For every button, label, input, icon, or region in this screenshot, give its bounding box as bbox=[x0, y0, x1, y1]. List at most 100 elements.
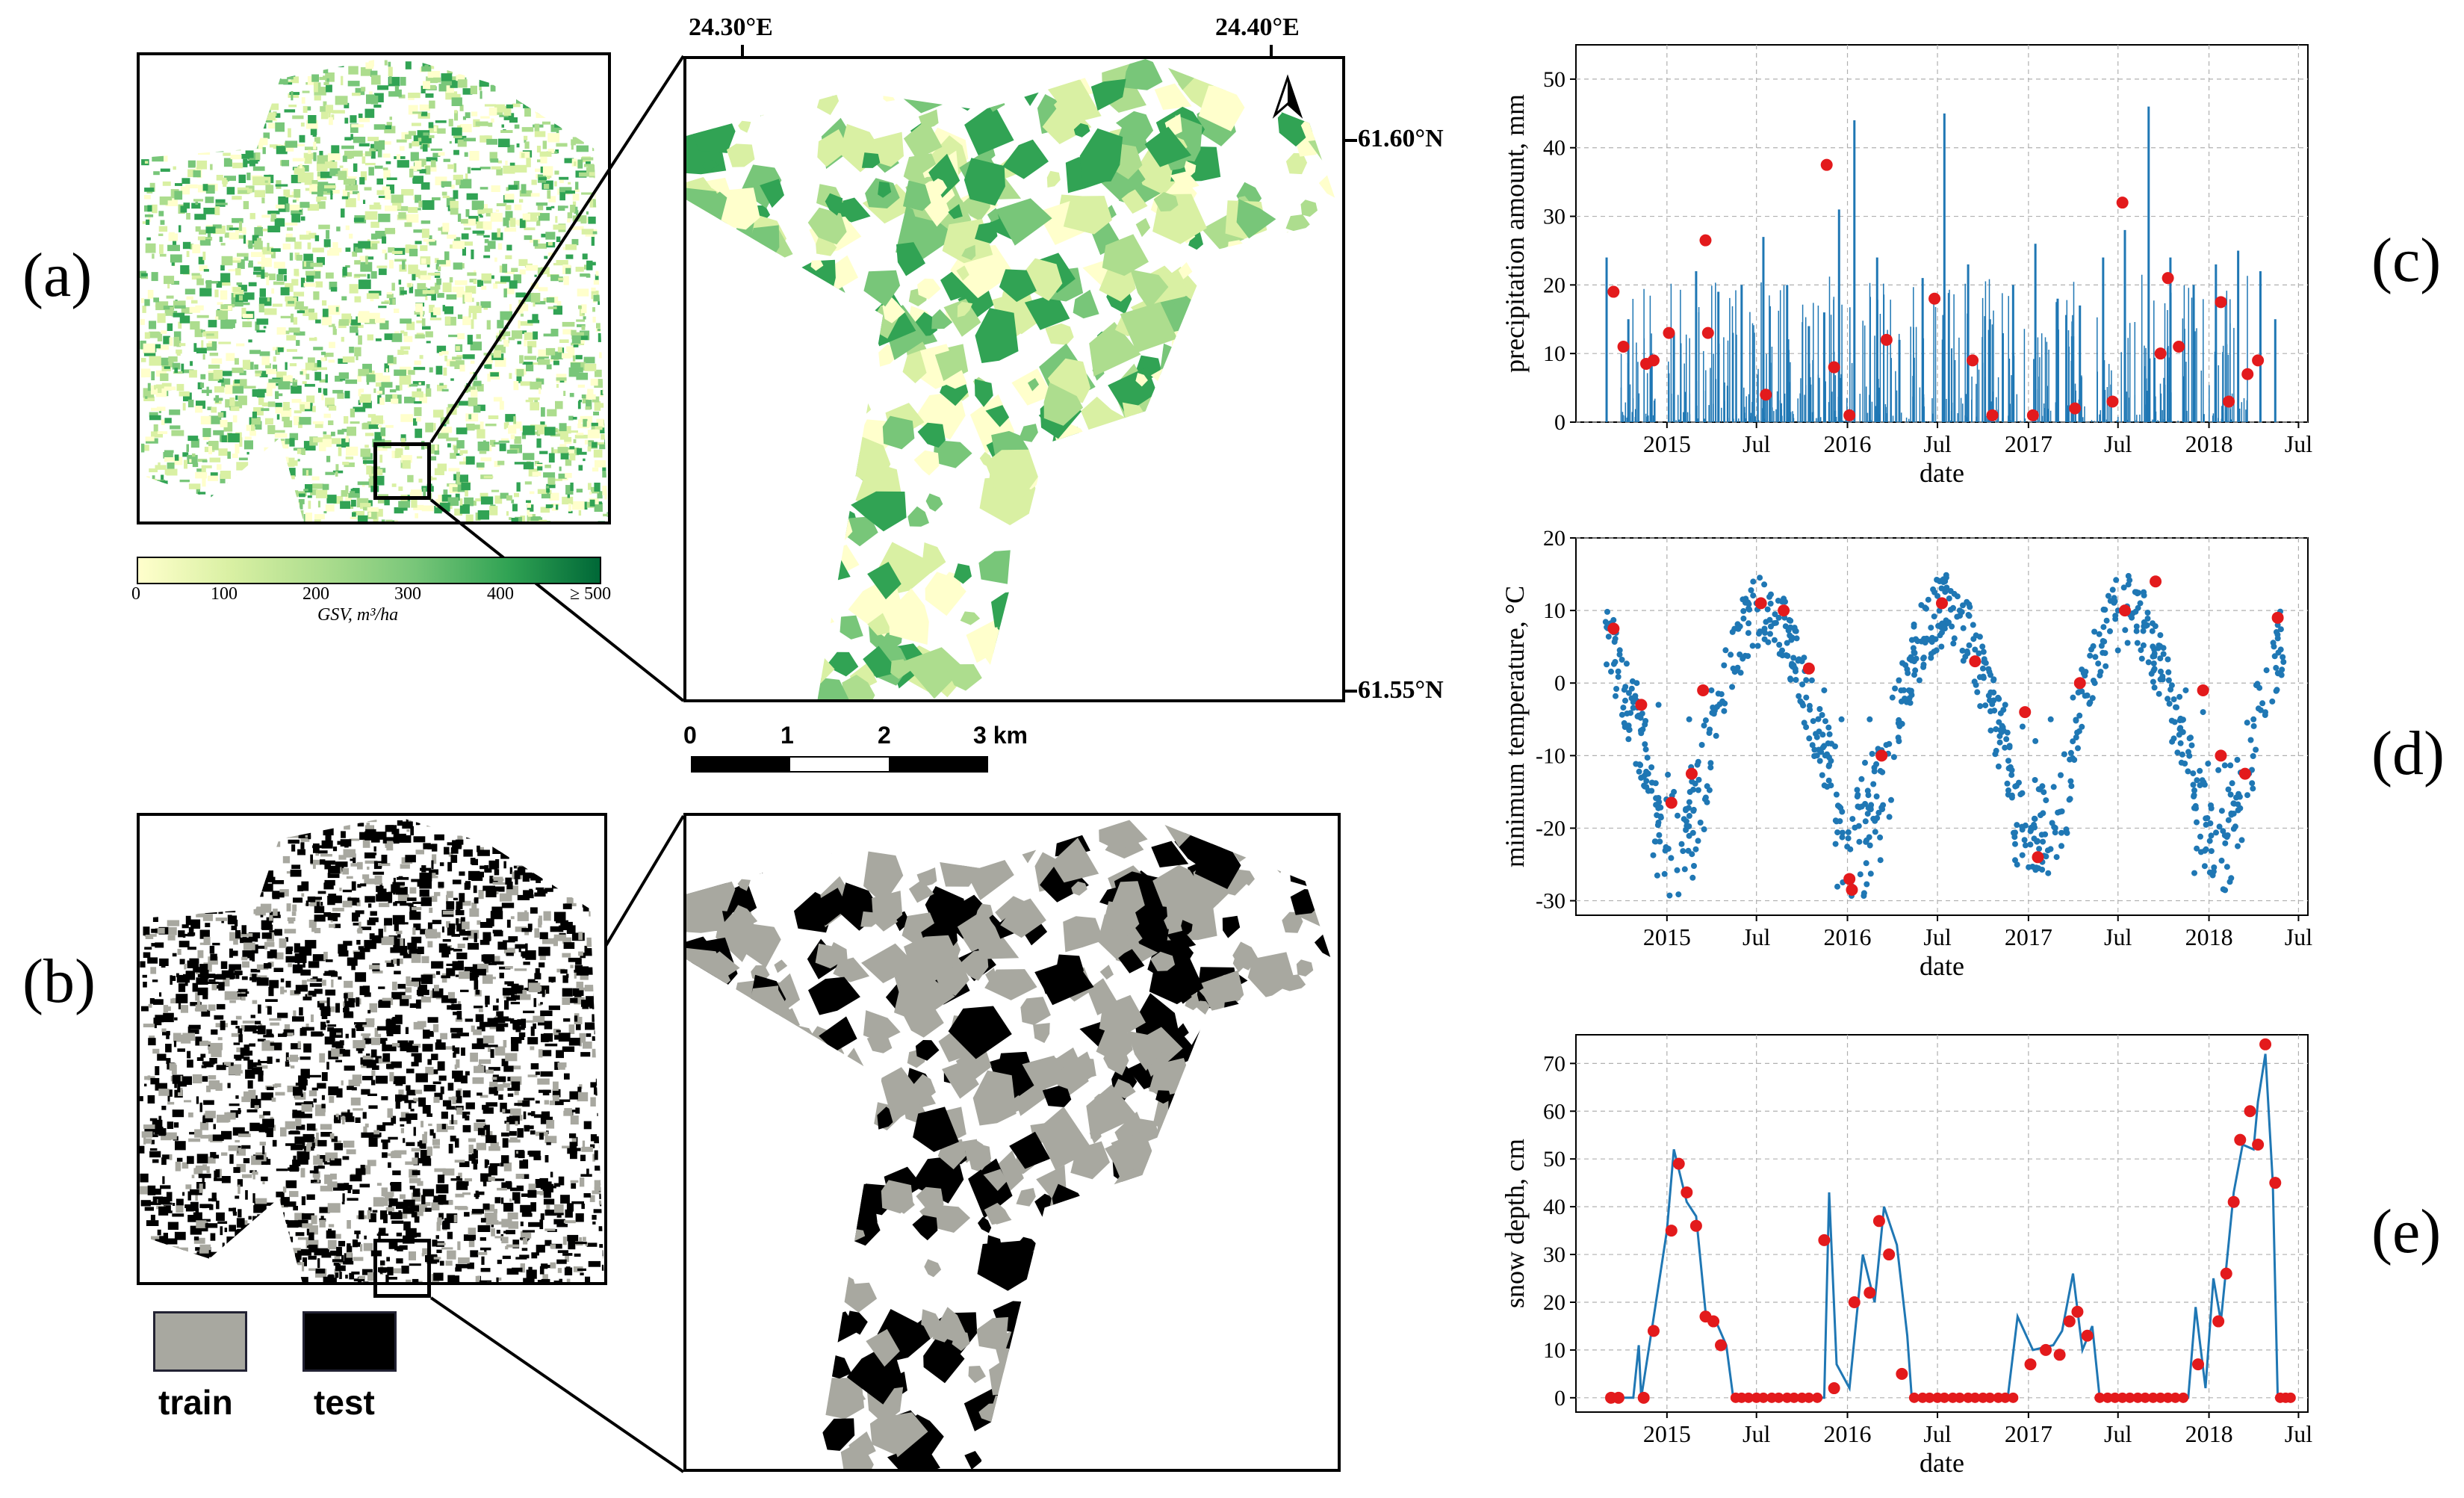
forest-stand bbox=[1197, 495, 1225, 522]
split-pixel bbox=[235, 1259, 243, 1268]
split-pixel bbox=[544, 870, 547, 879]
split-pixel bbox=[386, 848, 393, 851]
split-pixel bbox=[153, 913, 158, 922]
forest-stand bbox=[1008, 59, 1048, 106]
forest-stand bbox=[743, 87, 759, 100]
split-pixel bbox=[229, 970, 233, 978]
split-pixel bbox=[601, 865, 604, 871]
forest-stand bbox=[802, 62, 843, 96]
split-pixel bbox=[453, 1045, 456, 1051]
split-pixel bbox=[256, 892, 264, 897]
forest-stand bbox=[758, 397, 791, 436]
forest-stand bbox=[966, 59, 988, 79]
forest-stand bbox=[1309, 371, 1326, 387]
scale-label-0: 0 bbox=[683, 722, 697, 749]
split-pixel bbox=[427, 1147, 432, 1156]
split-pixel bbox=[465, 1071, 470, 1076]
forest-stand bbox=[1195, 371, 1223, 394]
split-pixel bbox=[221, 1152, 227, 1156]
split-pixel bbox=[217, 1222, 227, 1225]
split-pixel bbox=[343, 901, 353, 908]
forest-stand bbox=[734, 464, 773, 507]
forest-stand bbox=[1102, 568, 1148, 611]
split-pixel bbox=[220, 1253, 232, 1257]
lon-label-left: 24.30°E bbox=[689, 13, 773, 42]
split-pixel bbox=[288, 919, 294, 923]
forest-stand bbox=[795, 59, 832, 77]
split-pixel bbox=[479, 1059, 491, 1064]
forest-stand bbox=[1122, 681, 1157, 699]
split-pixel bbox=[406, 1027, 409, 1034]
forest-stand bbox=[751, 550, 801, 598]
forest-stand bbox=[1164, 426, 1201, 462]
split-pixel bbox=[269, 915, 273, 921]
split-pixel bbox=[343, 1141, 354, 1148]
split-pixel bbox=[497, 941, 506, 950]
split-pixel bbox=[389, 1072, 394, 1082]
split-pixel bbox=[235, 1095, 238, 1099]
split-pixel bbox=[342, 1202, 345, 1204]
split-pixel bbox=[412, 1053, 422, 1057]
split-pixel bbox=[153, 999, 164, 1005]
forest-stand bbox=[831, 361, 853, 391]
split-pixel bbox=[285, 1121, 296, 1130]
split-pixel bbox=[273, 832, 282, 837]
forest-stand bbox=[1318, 483, 1342, 543]
split-pixel bbox=[150, 1148, 158, 1151]
split-pixel bbox=[558, 1250, 568, 1253]
split-pixel bbox=[382, 1152, 388, 1157]
forest-stand bbox=[914, 451, 940, 476]
split-pixel bbox=[220, 1226, 223, 1235]
split-pixel bbox=[175, 1141, 186, 1150]
split-pixel bbox=[400, 1124, 405, 1127]
split-pixel bbox=[243, 1158, 249, 1163]
forest-stand bbox=[823, 390, 855, 415]
colorbar-tick-500: ≥ 500 bbox=[570, 584, 611, 604]
split-pixel bbox=[396, 918, 400, 921]
split-pixel bbox=[241, 1145, 250, 1149]
split-pixel bbox=[504, 824, 507, 834]
forest-stand bbox=[815, 299, 835, 318]
split-pixel bbox=[590, 1098, 595, 1107]
split-pixel bbox=[332, 896, 342, 903]
forest-stand bbox=[1228, 240, 1248, 260]
forest-stand bbox=[862, 152, 880, 168]
split-pixel bbox=[498, 1095, 503, 1100]
split-pixel bbox=[286, 835, 298, 838]
forest-stand bbox=[1312, 340, 1342, 396]
forest-stand bbox=[1144, 519, 1170, 542]
split-pixel bbox=[326, 959, 333, 962]
forest-stand bbox=[1120, 628, 1158, 656]
split-pixel bbox=[226, 1272, 237, 1279]
split-pixel bbox=[180, 854, 184, 863]
split-pixel bbox=[460, 990, 469, 992]
split-pixel bbox=[229, 1000, 236, 1003]
forest-stand bbox=[1291, 646, 1309, 666]
split-pixel bbox=[310, 983, 322, 987]
split-pixel bbox=[238, 1148, 242, 1154]
forest-stand bbox=[1196, 454, 1238, 508]
split-pixel bbox=[286, 1180, 297, 1189]
split-pixel bbox=[187, 1051, 190, 1059]
split-pixel bbox=[547, 914, 549, 920]
split-pixel bbox=[540, 932, 548, 939]
split-pixel bbox=[447, 1251, 456, 1260]
split-pixel bbox=[167, 840, 176, 845]
forest-stand bbox=[907, 507, 929, 527]
forest-stand bbox=[1271, 421, 1312, 473]
split-pixel bbox=[184, 1268, 195, 1272]
split-pixel bbox=[161, 1256, 167, 1265]
split-pixel bbox=[200, 1054, 205, 1058]
split-pixel bbox=[228, 844, 231, 852]
split-pixel bbox=[328, 1240, 337, 1250]
split-pixel bbox=[505, 966, 513, 969]
split-pixel bbox=[311, 924, 316, 932]
lat-tick-top bbox=[1345, 139, 1357, 142]
forest-stand bbox=[754, 366, 790, 399]
split-pixel bbox=[565, 879, 576, 885]
forest-stand bbox=[961, 611, 980, 625]
split-pixel bbox=[527, 1151, 536, 1154]
split-pixel bbox=[280, 1127, 287, 1136]
forest-stand bbox=[1264, 570, 1291, 598]
forest-stand bbox=[1146, 568, 1167, 585]
